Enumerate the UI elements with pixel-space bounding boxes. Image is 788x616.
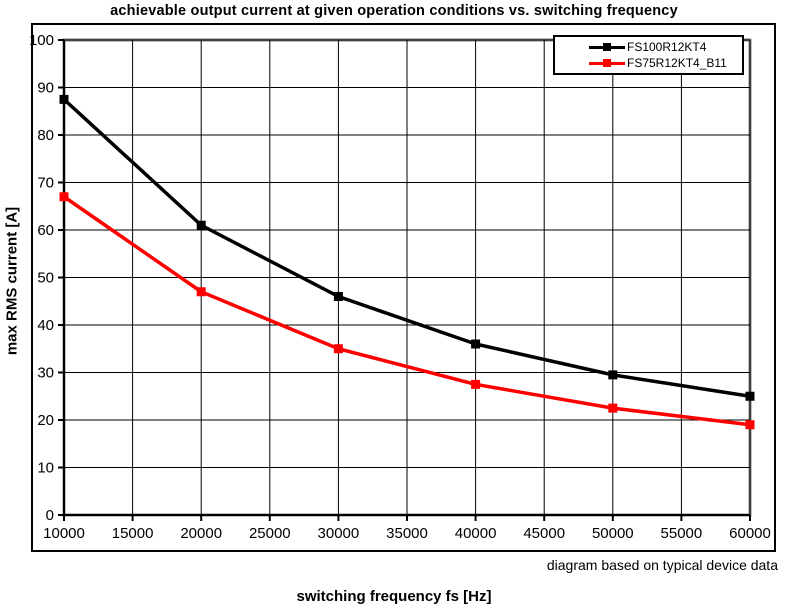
data-point-marker — [196, 220, 206, 230]
legend-line-marker-series2 — [589, 59, 625, 68]
x-tick-label: 50000 — [592, 525, 634, 542]
series-line-FS100R12KT4 — [62, 98, 751, 398]
legend-item: FS75R12KT4_B11 — [589, 55, 742, 71]
chart-title: achievable output current at given opera… — [110, 3, 678, 19]
data-point-marker — [333, 344, 343, 354]
y-tick-label: 40 — [37, 317, 54, 334]
y-tick-label: 70 — [37, 175, 54, 192]
y-tick-label: 80 — [37, 127, 54, 144]
data-point-marker — [59, 192, 69, 202]
legend-label-series1: FS100R12KT4 — [627, 40, 707, 54]
x-tick-label: 30000 — [318, 525, 360, 542]
y-tick-label: 0 — [46, 507, 54, 524]
y-tick-label: 20 — [37, 412, 54, 429]
y-tick-label: 30 — [37, 365, 54, 382]
x-tick-label: 10000 — [43, 525, 85, 542]
legend-item: FS100R12KT4 — [589, 39, 742, 55]
data-point-marker — [196, 287, 206, 297]
data-point-marker — [471, 379, 481, 389]
y-axis-title: max RMS current [A] — [3, 206, 21, 356]
legend-line-marker-series1 — [589, 43, 625, 52]
x-tick-label: 45000 — [523, 525, 565, 542]
chart-outer-frame — [31, 23, 776, 552]
legend: FS100R12KT4 FS75R12KT4_B11 — [553, 35, 744, 75]
data-point-marker — [745, 391, 755, 401]
y-tick-label: 60 — [37, 222, 54, 239]
x-tick-label: 55000 — [661, 525, 703, 542]
footnote: diagram based on typical device data — [546, 557, 778, 573]
x-tick-label: 35000 — [386, 525, 428, 542]
y-tick-label: 50 — [37, 270, 54, 287]
series-line-FS75R12KT4_B11 — [63, 195, 751, 427]
x-tick-label: 25000 — [249, 525, 291, 542]
data-point-marker — [608, 370, 618, 380]
x-tick-label: 60000 — [729, 525, 771, 542]
legend-label-series2: FS75R12KT4_B11 — [627, 56, 727, 70]
x-axis-title: switching frequency fs [Hz] — [296, 588, 492, 605]
data-point-marker — [608, 403, 618, 413]
data-point-marker — [745, 420, 755, 430]
x-tick-label: 15000 — [112, 525, 154, 542]
y-tick-label: 90 — [37, 80, 54, 97]
data-point-marker — [59, 94, 69, 104]
data-point-marker — [333, 292, 343, 301]
data-point-marker — [471, 339, 481, 349]
y-tick-label: 10 — [37, 460, 54, 477]
y-tick-label: 100 — [29, 32, 54, 49]
x-tick-label: 20000 — [180, 525, 222, 542]
x-tick-label: 40000 — [455, 525, 497, 542]
